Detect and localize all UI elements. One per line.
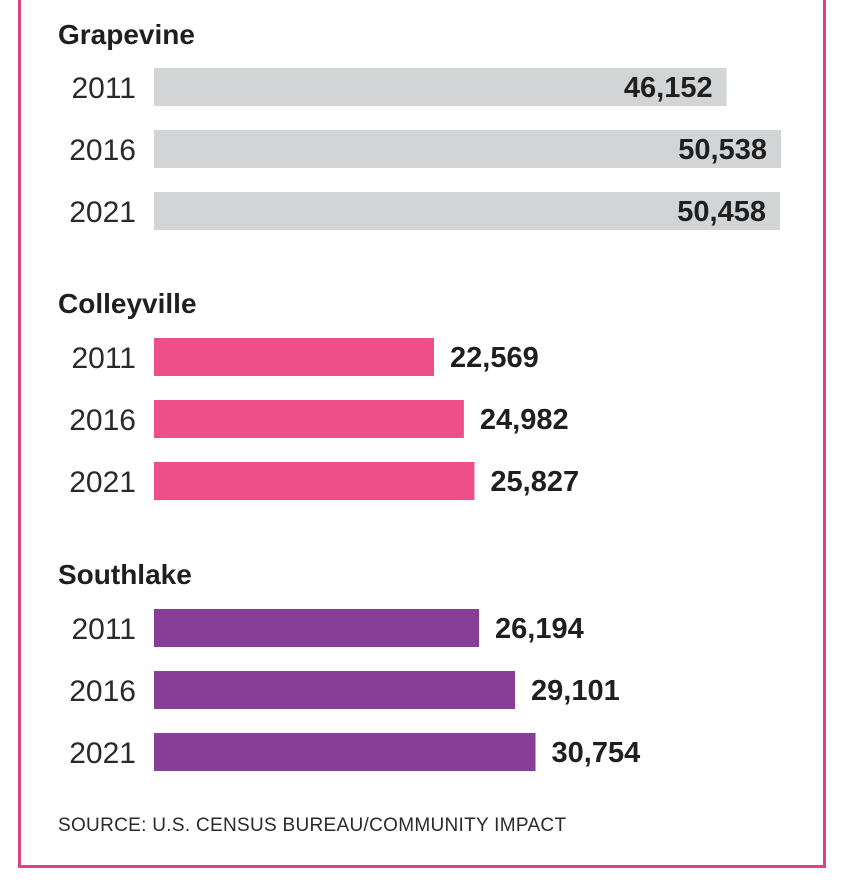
- chart-frame: [18, 0, 826, 868]
- colleyville-year-label-2021: 2021: [69, 466, 136, 499]
- southlake-value-label-2016: 29,101: [531, 675, 620, 707]
- colleyville-year-label-2011: 2011: [71, 342, 136, 375]
- colleyville-bar-2021: [154, 462, 475, 500]
- southlake-group-title: Southlake: [58, 559, 192, 590]
- southlake-value-label-2011: 26,194: [495, 613, 584, 645]
- southlake-bar-2011: [154, 609, 479, 647]
- colleyville-value-label-2011: 22,569: [450, 342, 539, 374]
- southlake-year-label-2016: 2016: [69, 675, 136, 708]
- grapevine-group-title: Grapevine: [58, 19, 195, 50]
- grapevine-value-label-2011: 46,152: [624, 72, 713, 104]
- grapevine-year-label-2021: 2021: [69, 196, 136, 229]
- colleyville-group-title: Colleyville: [58, 288, 197, 319]
- colleyville-value-label-2021: 25,827: [490, 466, 579, 498]
- southlake-bar-2021: [154, 733, 536, 771]
- southlake-value-label-2021: 30,754: [552, 737, 641, 769]
- grapevine-year-label-2016: 2016: [69, 134, 136, 167]
- grapevine-bar-2011: [154, 68, 727, 106]
- colleyville-year-label-2016: 2016: [69, 404, 136, 437]
- southlake-year-label-2011: 2011: [71, 613, 136, 646]
- colleyville-value-label-2016: 24,982: [480, 404, 569, 436]
- colleyville-bar-2016: [154, 400, 464, 438]
- grapevine-year-label-2011: 2011: [71, 72, 136, 105]
- southlake-bar-2016: [154, 671, 515, 709]
- southlake-year-label-2021: 2021: [69, 737, 136, 770]
- grapevine-bar-2021: [154, 192, 780, 230]
- grapevine-value-label-2021: 50,458: [677, 196, 766, 228]
- colleyville-bar-2011: [154, 338, 434, 376]
- grapevine-value-label-2016: 50,538: [678, 134, 767, 166]
- grapevine-bar-2016: [154, 130, 781, 168]
- source-note: SOURCE: U.S. CENSUS BUREAU/COMMUNITY IMP…: [58, 815, 566, 836]
